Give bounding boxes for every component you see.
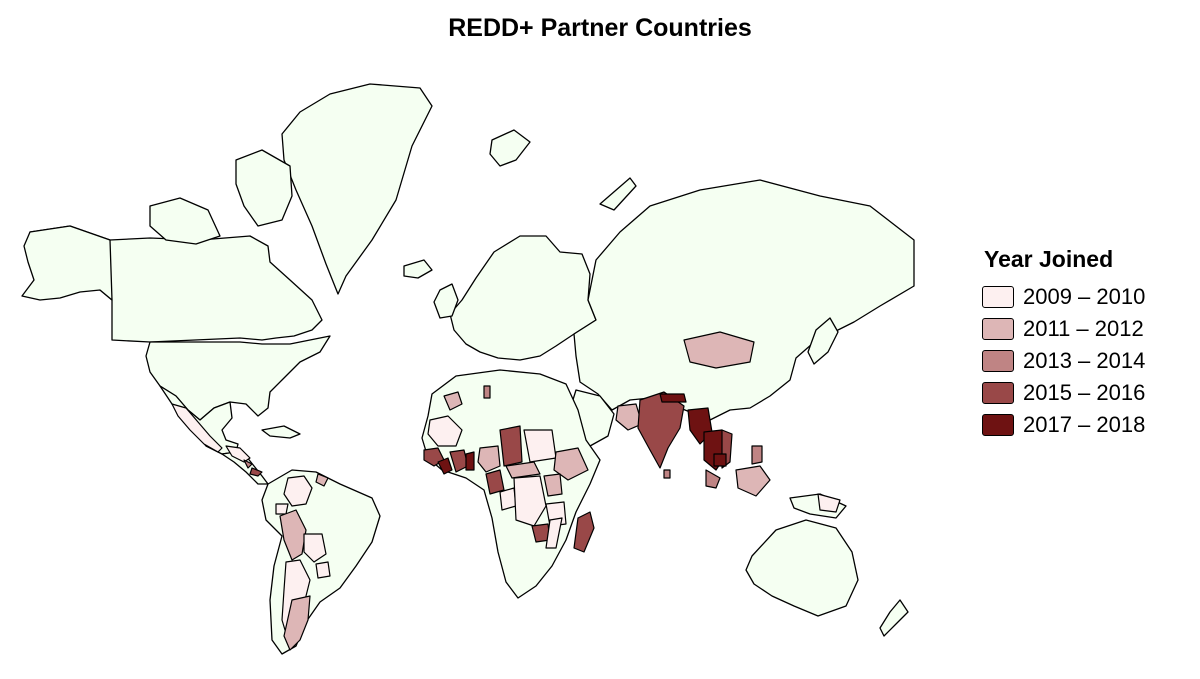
nepal-bhutan-region xyxy=(659,393,687,403)
philippines-region xyxy=(751,445,763,465)
nigeria-region xyxy=(477,445,501,473)
morocco-region xyxy=(443,391,463,411)
central-america-region xyxy=(225,445,251,463)
drc-region xyxy=(513,475,547,527)
legend-swatch xyxy=(982,286,1014,308)
congo-region xyxy=(499,487,517,511)
greenland-landmass xyxy=(281,83,433,295)
guyana-region xyxy=(315,473,329,487)
legend-item-2015-2016: 2015 – 2016 xyxy=(982,377,1145,409)
liberia-region xyxy=(437,457,453,475)
legend-swatch xyxy=(982,350,1014,372)
legend-swatch xyxy=(982,414,1014,436)
mongolia-region xyxy=(683,331,755,369)
legend-item-2011-2012: 2011 – 2012 xyxy=(982,313,1145,345)
malaysia-region xyxy=(705,469,721,489)
asia-landmass xyxy=(573,179,915,421)
india-region xyxy=(637,391,685,469)
bolivia-region xyxy=(303,533,327,563)
mozambique-region xyxy=(545,517,563,549)
legend-item-2013-2014: 2013 – 2014 xyxy=(982,345,1145,377)
arctic-islands xyxy=(149,197,221,245)
baffin-landmass xyxy=(235,149,293,227)
legend-label: 2013 – 2014 xyxy=(1023,348,1146,373)
map-title: REDD+ Partner Countries xyxy=(448,14,752,42)
land-layer xyxy=(21,83,915,655)
redd-partner-countries xyxy=(171,331,841,651)
chad-region xyxy=(499,425,523,467)
uk-landmass xyxy=(433,283,459,319)
indonesia-region xyxy=(735,465,771,497)
paraguay-region xyxy=(315,561,331,579)
legend-label: 2011 – 2012 xyxy=(1023,316,1144,341)
png-region xyxy=(817,493,841,513)
ethiopia-region xyxy=(553,447,589,481)
legend-swatch xyxy=(982,318,1014,340)
peru-region xyxy=(279,509,307,561)
caribbean-cuba xyxy=(261,425,301,439)
cambodia-region xyxy=(713,453,727,467)
legend-swatch xyxy=(982,382,1014,404)
novaya-zemlya xyxy=(599,177,637,211)
legend-label: 2017 – 2018 xyxy=(1023,412,1146,437)
ghana-region xyxy=(465,451,475,471)
south-america-landmass xyxy=(261,469,381,655)
tunisia-region xyxy=(483,385,491,399)
sudan-region xyxy=(523,429,557,463)
uganda-kenya-region xyxy=(543,473,563,497)
legend-label: 2015 – 2016 xyxy=(1023,380,1146,405)
new-zealand-landmass xyxy=(879,599,909,637)
legend-item-2017-2018: 2017 – 2018 xyxy=(982,409,1145,441)
cameroon-region xyxy=(485,469,505,495)
legend-item-2009-2010: 2009 – 2010 xyxy=(982,281,1145,313)
australia-landmass xyxy=(745,519,859,617)
ecuador-region xyxy=(275,503,289,515)
legend: Year Joined 2009 – 2010 2011 – 2012 2013… xyxy=(982,246,1145,441)
west-africa-region xyxy=(427,415,463,447)
car-region xyxy=(505,461,541,479)
panama-region xyxy=(249,467,263,477)
iceland-landmass xyxy=(403,259,433,279)
pakistan-region xyxy=(615,403,643,431)
alaska-landmass xyxy=(21,225,113,301)
japan-landmass xyxy=(807,317,839,365)
mexico-region xyxy=(171,403,223,453)
madagascar-region xyxy=(573,511,595,553)
sri-lanka-region xyxy=(663,469,671,479)
argentina-south-region xyxy=(283,595,311,651)
legend-title: Year Joined xyxy=(984,246,1114,272)
costa-rica-region xyxy=(243,459,253,469)
colombia-region xyxy=(283,475,313,507)
svalbard-landmass xyxy=(489,129,531,167)
legend-label: 2009 – 2010 xyxy=(1023,284,1146,309)
